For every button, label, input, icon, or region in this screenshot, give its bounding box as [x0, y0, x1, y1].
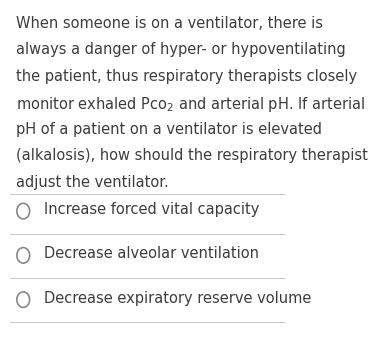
Text: Increase forced vital capacity: Increase forced vital capacity [44, 202, 259, 217]
Text: monitor exhaled Pco$_2$ and arterial pH. If arterial: monitor exhaled Pco$_2$ and arterial pH.… [16, 95, 365, 114]
Text: When someone is on a ventilator, there is: When someone is on a ventilator, there i… [16, 16, 323, 31]
Text: pH of a patient on a ventilator is elevated: pH of a patient on a ventilator is eleva… [16, 122, 322, 137]
Text: (alkalosis), how should the respiratory therapist: (alkalosis), how should the respiratory … [16, 149, 368, 164]
Text: Decrease alveolar ventilation: Decrease alveolar ventilation [44, 246, 259, 261]
Text: Decrease expiratory reserve volume: Decrease expiratory reserve volume [44, 291, 311, 306]
Text: adjust the ventilator.: adjust the ventilator. [16, 175, 169, 190]
Text: the patient, thus respiratory therapists closely: the patient, thus respiratory therapists… [16, 69, 357, 84]
Text: always a danger of hyper- or hypoventilating: always a danger of hyper- or hypoventila… [16, 42, 346, 57]
